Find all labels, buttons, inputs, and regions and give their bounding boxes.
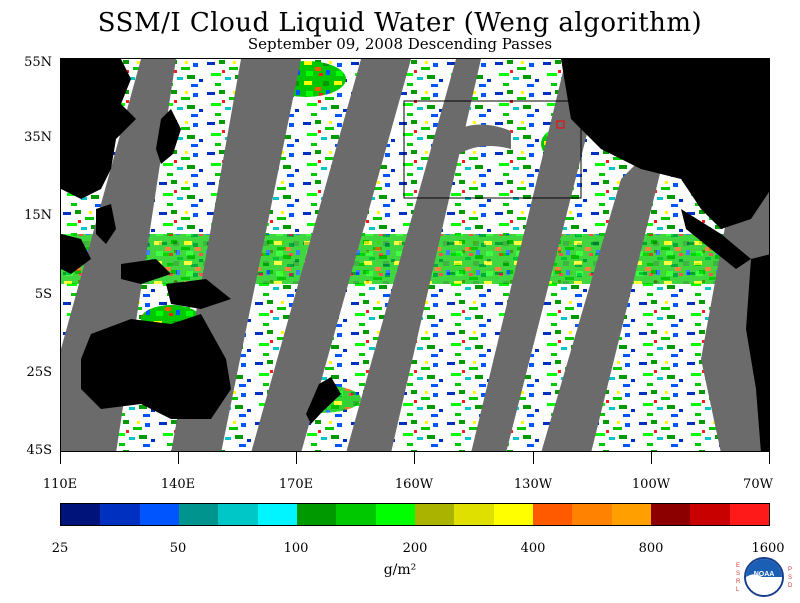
lat-label: 45S	[26, 443, 52, 458]
colorbar-label: 400	[520, 541, 546, 556]
lat-label: 5S	[34, 287, 52, 302]
colorbar-swatch	[178, 504, 219, 525]
colorbar-swatch	[100, 504, 140, 525]
colorbar-swatch	[61, 504, 101, 525]
noaa-logo: NOAA E S R L P S D	[732, 555, 796, 599]
colorbar-label: 200	[402, 541, 428, 556]
lon-tick	[296, 452, 297, 464]
region-box	[403, 100, 582, 199]
colorbar-swatch	[139, 504, 179, 525]
lon-tick	[414, 452, 415, 464]
map-canvas	[61, 59, 769, 451]
lat-label: 15N	[24, 208, 52, 223]
colorbar-swatch	[414, 504, 455, 525]
colorbar	[60, 503, 770, 526]
colorbar-swatch	[650, 504, 691, 525]
lon-tick	[533, 452, 534, 464]
lon-tick	[60, 452, 61, 464]
colorbar-swatch	[257, 504, 297, 525]
lat-label: 35N	[24, 130, 52, 145]
colorbar-swatch	[532, 504, 573, 525]
lon-tick	[769, 452, 770, 464]
lon-label: 110E	[42, 477, 78, 492]
svg-text:S: S	[736, 571, 740, 577]
svg-text:E: E	[736, 563, 740, 569]
lon-label: 100W	[631, 477, 671, 492]
svg-text:D: D	[788, 583, 793, 589]
colorbar-swatch	[572, 504, 612, 525]
map-subtitle: September 09, 2008 Descending Passes	[247, 35, 553, 53]
colorbar-swatch	[218, 504, 258, 525]
lon-tick	[651, 452, 652, 464]
region-marker	[556, 120, 565, 129]
colorbar-swatch	[493, 504, 533, 525]
colorbar-swatch	[611, 504, 651, 525]
lon-label: 70W	[743, 477, 773, 492]
lon-label: 160W	[394, 477, 434, 492]
lon-label: 130W	[513, 477, 553, 492]
logo-text: NOAA	[754, 571, 775, 578]
svg-text:R: R	[736, 579, 741, 585]
colorbar-label: 1600	[751, 541, 785, 556]
svg-text:P: P	[788, 567, 792, 573]
colorbar-label: 800	[638, 541, 664, 556]
lon-label: 140E	[160, 477, 196, 492]
colorbar-label: 50	[169, 541, 187, 556]
colorbar-swatch	[690, 504, 730, 525]
colorbar-swatch	[375, 504, 415, 525]
colorbar-units: g/m²	[383, 562, 417, 578]
colorbar-swatch	[336, 504, 376, 525]
colorbar-swatch	[454, 504, 494, 525]
land	[61, 59, 769, 451]
svg-text:L: L	[736, 587, 740, 593]
lon-label: 170E	[278, 477, 314, 492]
map-panel	[60, 58, 770, 452]
colorbar-label: 100	[283, 541, 309, 556]
lat-label: 25S	[26, 365, 52, 380]
colorbar-swatch	[729, 504, 769, 525]
lat-label: 55N	[24, 55, 52, 70]
lon-tick	[178, 452, 179, 464]
svg-text:S: S	[788, 575, 792, 581]
colorbar-swatch	[296, 504, 337, 525]
map-title: SSM/I Cloud Liquid Water (Weng algorithm…	[97, 8, 703, 38]
colorbar-label: 25	[51, 541, 69, 556]
